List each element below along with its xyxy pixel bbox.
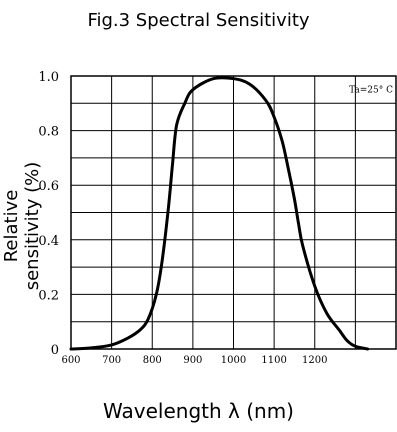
x-axis-label: Wavelength λ (nm)	[103, 399, 294, 423]
temperature-annotation: Ta=25° C	[349, 86, 393, 96]
y-tick-labels: 0 0.2 0.4 0.6 0.8 1.0	[38, 70, 59, 358]
y-tick-label: 0.2	[38, 288, 59, 303]
y-tick-label: 0	[51, 343, 59, 358]
chart-title: Fig.3 Spectral Sensitivity	[87, 10, 310, 31]
y-tick-label: 0.6	[38, 179, 59, 194]
y-tick-label: 1.0	[38, 70, 59, 85]
y-tick-label: 0.8	[38, 125, 59, 140]
x-tick-label: 1000	[221, 355, 246, 366]
y-tick-label: 0.4	[38, 234, 59, 249]
x-tick-label: 1200	[302, 355, 327, 366]
x-tick-labels: 600 700 800 900 1000 1100 1200	[61, 355, 327, 366]
plot-frame	[70, 75, 397, 350]
x-tick-label: 600	[61, 355, 80, 366]
x-tick-label: 1100	[261, 355, 286, 366]
grid	[71, 76, 396, 349]
sensitivity-curve	[69, 76, 370, 351]
x-tick-label: 900	[183, 355, 202, 366]
x-tick-label: 800	[143, 355, 162, 366]
x-tick-label: 700	[102, 355, 121, 366]
